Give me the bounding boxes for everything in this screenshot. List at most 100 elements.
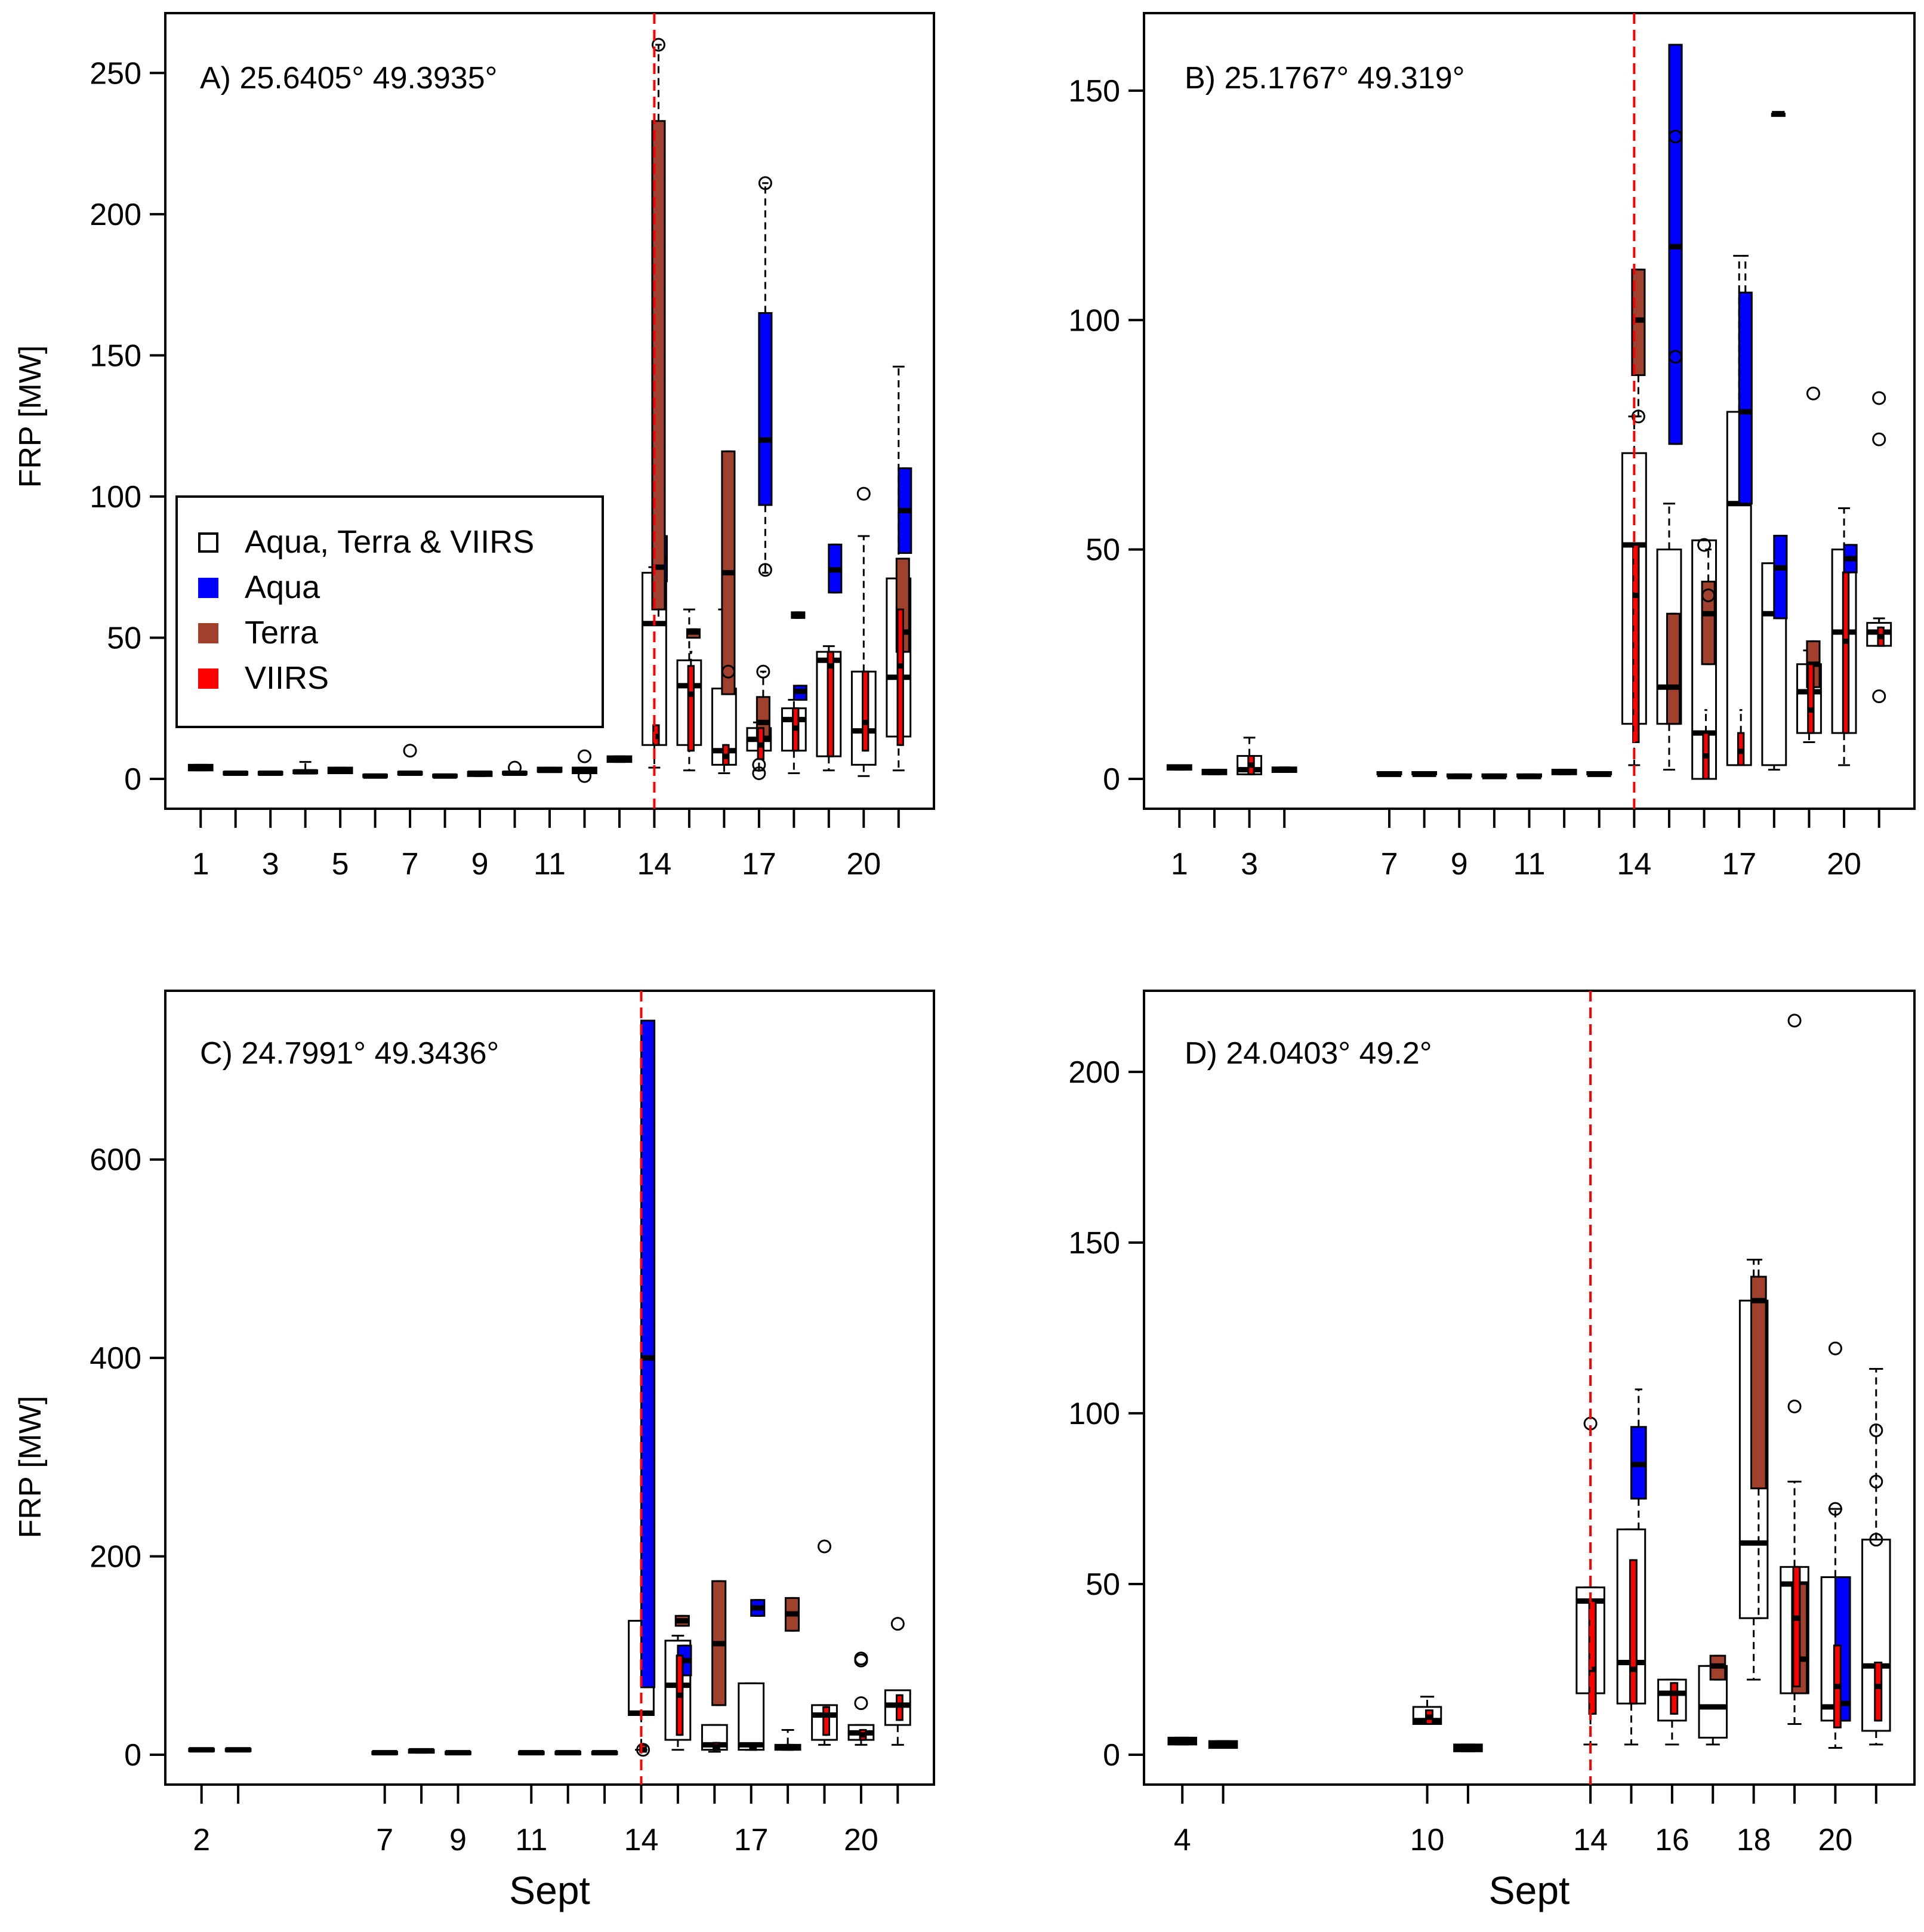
box-all-day-2 <box>1201 769 1228 775</box>
panel-D: 0 50 100 150 200 4 10 14 16 18 20 Sept D) 24.0403° 4… <box>1068 990 1916 1912</box>
box-aqua-day-17 <box>1738 255 1753 505</box>
box-aqua-day-18 <box>1773 535 1788 620</box>
box-all-day-8 <box>432 773 458 779</box>
box-viirs-day-16 <box>712 1742 720 1751</box>
outlier-point <box>756 664 770 679</box>
y-tick-label: 400 <box>90 1341 141 1376</box>
x-tick-label: 7 <box>376 1823 393 1857</box>
box-iqr <box>1588 1600 1597 1715</box>
box-terra-day-16 <box>721 450 736 695</box>
panel-title: B) 25.1767° 49.319° <box>1185 61 1465 95</box>
box-iqr <box>1632 544 1640 743</box>
box-viirs-day-17 <box>757 727 764 760</box>
box-iqr <box>822 1706 830 1736</box>
x-tick-label: 17 <box>1722 847 1756 882</box>
x-axis-title: Sept <box>509 1868 590 1912</box>
box-terra-day-17 <box>1709 1654 1726 1681</box>
panel-A: 0 50 100 150 200 250 FRP [MW] 1 3 5 7 9 11 14 17 20 A) 2… <box>13 12 935 882</box>
box-viirs-day-20 <box>1833 1644 1842 1728</box>
box-viirs-day-20 <box>862 670 870 752</box>
x-tick-label: 20 <box>846 847 881 882</box>
y-tick-label: 150 <box>1068 74 1120 109</box>
panel-title: C) 24.7991° 49.3436° <box>200 1036 499 1071</box>
box-viirs-day-16 <box>722 744 730 766</box>
box-all-day-8 <box>408 1748 435 1754</box>
outlier-point <box>1697 538 1712 552</box>
box-all-day-11 <box>536 766 563 774</box>
box-terra-day-18 <box>1771 110 1786 117</box>
box-all-day-13 <box>606 755 633 763</box>
x-tick-label: 9 <box>1451 847 1468 882</box>
box-aqua-day-14 <box>640 1019 656 1688</box>
box-all-day-9 <box>1446 773 1472 779</box>
outlier-point <box>1669 130 1683 144</box>
box-viirs-day-14 <box>1632 544 1640 743</box>
box-all-day-7 <box>1376 771 1402 777</box>
x-tick-label: 16 <box>1655 1823 1689 1857</box>
x-tick-label: 14 <box>637 847 672 882</box>
outlier-point <box>856 486 871 501</box>
panel-title: A) 25.6405° 49.3935° <box>200 61 497 95</box>
panel-C: 0 200 400 600 FRP [MW] 2 7 9 11 14 17 20 Sept C) 24.7… <box>13 990 935 1912</box>
box-iqr <box>738 1682 765 1751</box>
plot-frame <box>1143 990 1916 1786</box>
box-aqua-day-15 <box>1668 44 1683 445</box>
box-terra-day-15 <box>674 1614 690 1627</box>
outlier-point <box>854 1651 868 1666</box>
box-iqr <box>862 670 870 752</box>
outlier-point <box>1631 409 1645 424</box>
legend-label: Aqua <box>245 569 320 605</box>
outlier-point <box>1869 1474 1883 1489</box>
outlier-point <box>1872 391 1886 405</box>
box-viirs-day-21 <box>1874 1662 1883 1722</box>
legend: Aqua, Terra & VIIRS Aqua Terra VIIRS <box>175 495 604 728</box>
box-viirs-day-19 <box>1792 1566 1801 1688</box>
y-tick-label: 0 <box>124 762 141 797</box>
box-aqua-day-15 <box>1630 1388 1647 1530</box>
box-terra-day-15 <box>1666 612 1681 725</box>
box-all-day-17 <box>738 1682 765 1751</box>
box-all-day-3 <box>257 771 283 777</box>
box-aqua-day-19 <box>828 543 843 594</box>
box-all-day-4 <box>292 761 319 775</box>
outlier-point <box>1872 689 1886 704</box>
box-all-day-2 <box>223 771 249 777</box>
box-viirs-day-21 <box>895 1694 904 1721</box>
y-tick-label: 150 <box>90 338 141 373</box>
plot-frame <box>164 990 935 1786</box>
box-all-day-12 <box>1551 769 1577 775</box>
box-viirs-day-17 <box>1737 709 1745 766</box>
box-iqr <box>1807 663 1815 734</box>
box-aqua-day-17 <box>750 1599 766 1617</box>
legend-swatch <box>198 532 218 553</box>
box-all-day-9 <box>445 1750 471 1756</box>
legend-label: Aqua, Terra & VIIRS <box>245 524 534 560</box>
box-viirs-day-21 <box>1877 626 1885 647</box>
y-tick-label: 250 <box>90 56 141 91</box>
y-tick-label: 200 <box>1068 1055 1120 1090</box>
box-terra-day-15 <box>686 628 701 639</box>
box-terra-day-18 <box>791 611 806 619</box>
x-tick-label: 11 <box>534 847 566 882</box>
box-terra-day-18 <box>784 1597 800 1632</box>
y-tick-label: 0 <box>124 1738 141 1773</box>
box-all-day-4 <box>1167 1736 1197 1746</box>
outlier-point <box>752 766 766 781</box>
x-axis-title: Sept <box>1489 1868 1570 1912</box>
outlier-point <box>758 176 772 190</box>
x-tick-label: 11 <box>515 1823 547 1857</box>
legend-label: VIIRS <box>245 660 329 696</box>
box-iqr <box>1670 1682 1679 1715</box>
box-all-day-11 <box>517 1750 545 1756</box>
box-viirs-day-19 <box>1807 663 1815 734</box>
box-viirs-day-20 <box>1842 571 1850 734</box>
box-all-day-5 <box>327 766 353 775</box>
box-all-day-9 <box>467 771 493 777</box>
box-viirs-day-3 <box>1247 755 1255 775</box>
y-axis-title: FRP [MW] <box>13 1396 48 1539</box>
outlier-point <box>577 749 591 763</box>
box-all-day-2 <box>188 1747 215 1753</box>
box-all-day-7 <box>397 744 423 777</box>
box-terra-day-16 <box>711 1580 727 1706</box>
